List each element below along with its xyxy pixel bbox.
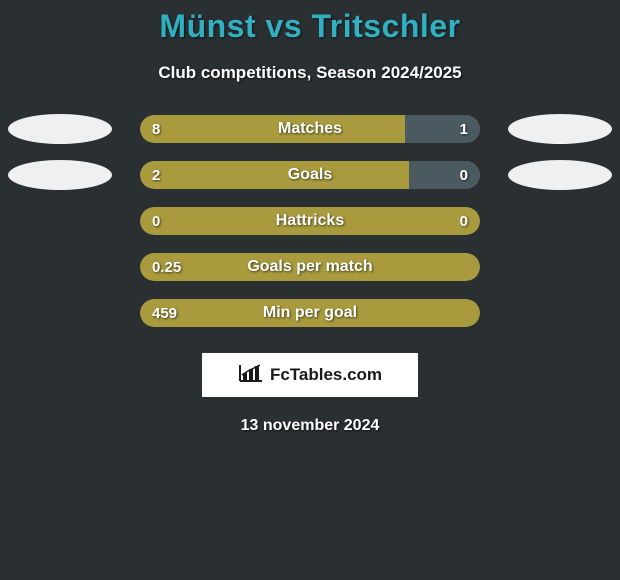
brand-badge: FcTables.com: [202, 353, 418, 397]
stat-label: Min per goal: [140, 299, 480, 327]
club-right-ellipse: [508, 160, 612, 190]
stat-row: 81Matches: [0, 115, 620, 161]
stat-label: Hattricks: [140, 207, 480, 235]
club-right-ellipse: [508, 114, 612, 144]
page-title: Münst vs Tritschler: [0, 8, 620, 45]
brand-text: FcTables.com: [270, 365, 382, 385]
bar-chart-icon: [238, 363, 264, 388]
stat-row: 459Min per goal: [0, 299, 620, 345]
subtitle: Club competitions, Season 2024/2025: [0, 63, 620, 83]
club-left-ellipse: [8, 114, 112, 144]
stat-rows: 81Matches 20Goals 00Hattricks 0.25Goals per…: [0, 115, 620, 345]
comparison-infographic: Münst vs Tritschler Club competitions, S…: [0, 0, 620, 435]
stat-row: 00Hattricks: [0, 207, 620, 253]
stat-bar: 20Goals: [140, 161, 480, 189]
stat-bar: 0.25Goals per match: [140, 253, 480, 281]
club-left-ellipse: [8, 160, 112, 190]
stat-label: Goals: [140, 161, 480, 189]
stat-label: Goals per match: [140, 253, 480, 281]
stat-bar: 00Hattricks: [140, 207, 480, 235]
stat-row: 0.25Goals per match: [0, 253, 620, 299]
stat-label: Matches: [140, 115, 480, 143]
stat-row: 20Goals: [0, 161, 620, 207]
stat-bar: 459Min per goal: [140, 299, 480, 327]
stat-bar: 81Matches: [140, 115, 480, 143]
date-label: 13 november 2024: [0, 417, 620, 435]
